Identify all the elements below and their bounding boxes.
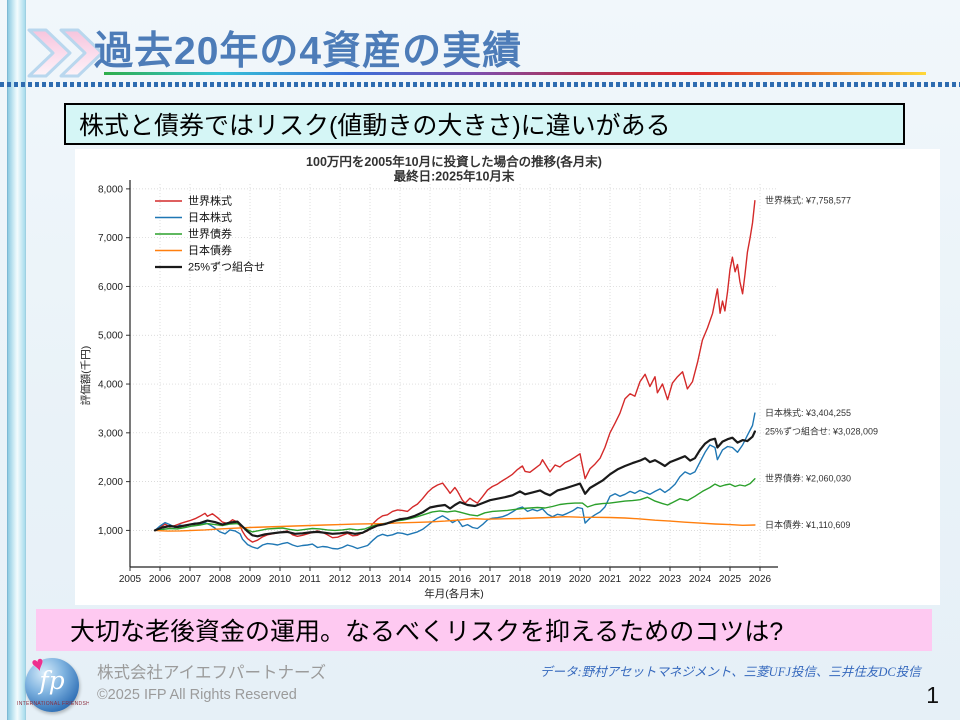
chart-x-tick-label: 2025	[719, 574, 742, 585]
chart-x-tick-label: 2013	[359, 574, 382, 585]
chart-x-tick-label: 2012	[329, 574, 352, 585]
company-logo: fp ♥ INTERNATIONAL FRIENDSHIP PARTNER	[17, 652, 89, 716]
chevron-icon	[26, 27, 104, 84]
chart-y-tick-label: 2,000	[98, 477, 123, 488]
page-number: 1	[926, 682, 939, 708]
chart-y-axis-label: 評価額(千円)	[79, 346, 92, 406]
chart-svg: 2005 2006 2007 2008 2009 2010 2011 2012 2013 2014…	[79, 154, 878, 600]
chart-x-tick-label: 2008	[209, 574, 232, 585]
question-text: 大切な老後資金の運用。なるべくリスクを抑えるためのコツは?	[70, 618, 784, 646]
chart-legend-label: 25%ずつ組合せ	[188, 260, 265, 274]
chart-legend-label: 日本株式	[188, 210, 232, 224]
chart-series-annotation: 世界株式: ¥7,758,577	[765, 195, 851, 206]
chart-x-tick-label: 2014	[389, 574, 412, 585]
chart-panel: 2005 2006 2007 2008 2009 2010 2011 2012 2013 2014…	[75, 149, 940, 605]
chart-x-tick-label: 2010	[269, 574, 292, 585]
company-name: 株式会社アイエフパートナーズ	[97, 664, 327, 682]
chart-x-tick-label: 2009	[239, 574, 262, 585]
copyright-text: ©2025 IFP All Rights Reserved	[97, 687, 297, 703]
logo-monogram: fp	[39, 666, 65, 695]
chart-x-tick-label: 2015	[419, 574, 442, 585]
chart-series-annotation: 日本債券: ¥1,110,609	[765, 519, 850, 530]
chart-series-annotation: 世界債券: ¥2,060,030	[765, 473, 851, 484]
highlight-box: 株式と債券ではリスク(値動きの大きさ)に違いがある	[64, 103, 905, 145]
dotted-divider	[0, 82, 960, 87]
chart-y-tick-label: 6,000	[98, 282, 123, 293]
data-source-note: データ:野村アセットマネジメント、三菱UFJ投信、三井住友DC投信	[540, 665, 921, 679]
chart-series-annotation: 25%ずつ組合せ: ¥3,028,009	[765, 425, 878, 436]
chart-x-tick-label: 2021	[599, 574, 622, 585]
chart-series-line	[154, 516, 756, 532]
chart-y-tick-label: 4,000	[98, 380, 123, 391]
chart-x-tick-label: 2020	[569, 574, 592, 585]
chart-legend-label: 日本債券	[188, 243, 232, 257]
left-accent-bar	[7, 0, 26, 720]
chart-x-tick-label: 2023	[659, 574, 682, 585]
chart-y-tick-label: 7,000	[98, 233, 123, 244]
chart-x-tick-label: 2016	[449, 574, 472, 585]
chart-x-tick-label: 2024	[689, 574, 712, 585]
chart-x-tick-label: 2005	[119, 574, 142, 585]
chart-y-tick-label: 3,000	[98, 428, 123, 439]
rainbow-divider	[104, 72, 926, 75]
chart-y-tick-label: 5,000	[98, 331, 123, 342]
chart-x-tick-label: 2006	[149, 574, 172, 585]
logo-banner: INTERNATIONAL FRIENDSHIP PARTNER	[17, 701, 89, 707]
footer-company-block: 株式会社アイエフパートナーズ ©2025 IFP All Rights Rese…	[97, 662, 326, 705]
highlight-text: 株式と債券ではリスク(値動きの大きさ)に違いがある	[79, 112, 671, 140]
question-box: 大切な老後資金の運用。なるべくリスクを抑えるためのコツは?	[36, 609, 932, 651]
chart-x-tick-label: 2026	[749, 574, 772, 585]
chart-x-tick-label: 2018	[509, 574, 532, 585]
chart-x-tick-label: 2017	[479, 574, 502, 585]
chart-series-annotation: 日本株式: ¥3,404,255	[765, 407, 851, 418]
chart-x-tick-label: 2019	[539, 574, 562, 585]
chart-x-tick-label: 2007	[179, 574, 202, 585]
chart-x-tick-label: 2011	[299, 574, 321, 585]
chart-x-axis-label: 年月(各月末)	[424, 587, 484, 600]
chart-title: 100万円を2005年10月に投資した場合の推移(各月末)	[306, 154, 602, 169]
logo-globe	[25, 658, 79, 712]
chart-subtitle: 最終日:2025年10月末	[394, 169, 515, 184]
chart-x-tick-label: 2022	[629, 574, 652, 585]
chart-series-line	[153, 430, 757, 538]
chart-legend-label: 世界株式	[188, 194, 232, 208]
chart-series-line	[154, 478, 756, 533]
chart-series-line	[154, 200, 756, 543]
page-title: 過去20年の4資産の実績	[94, 30, 523, 73]
chart-legend-label: 世界債券	[188, 227, 232, 241]
chart-y-tick-label: 1,000	[98, 526, 123, 537]
chart-y-tick-label: 8,000	[98, 184, 123, 195]
